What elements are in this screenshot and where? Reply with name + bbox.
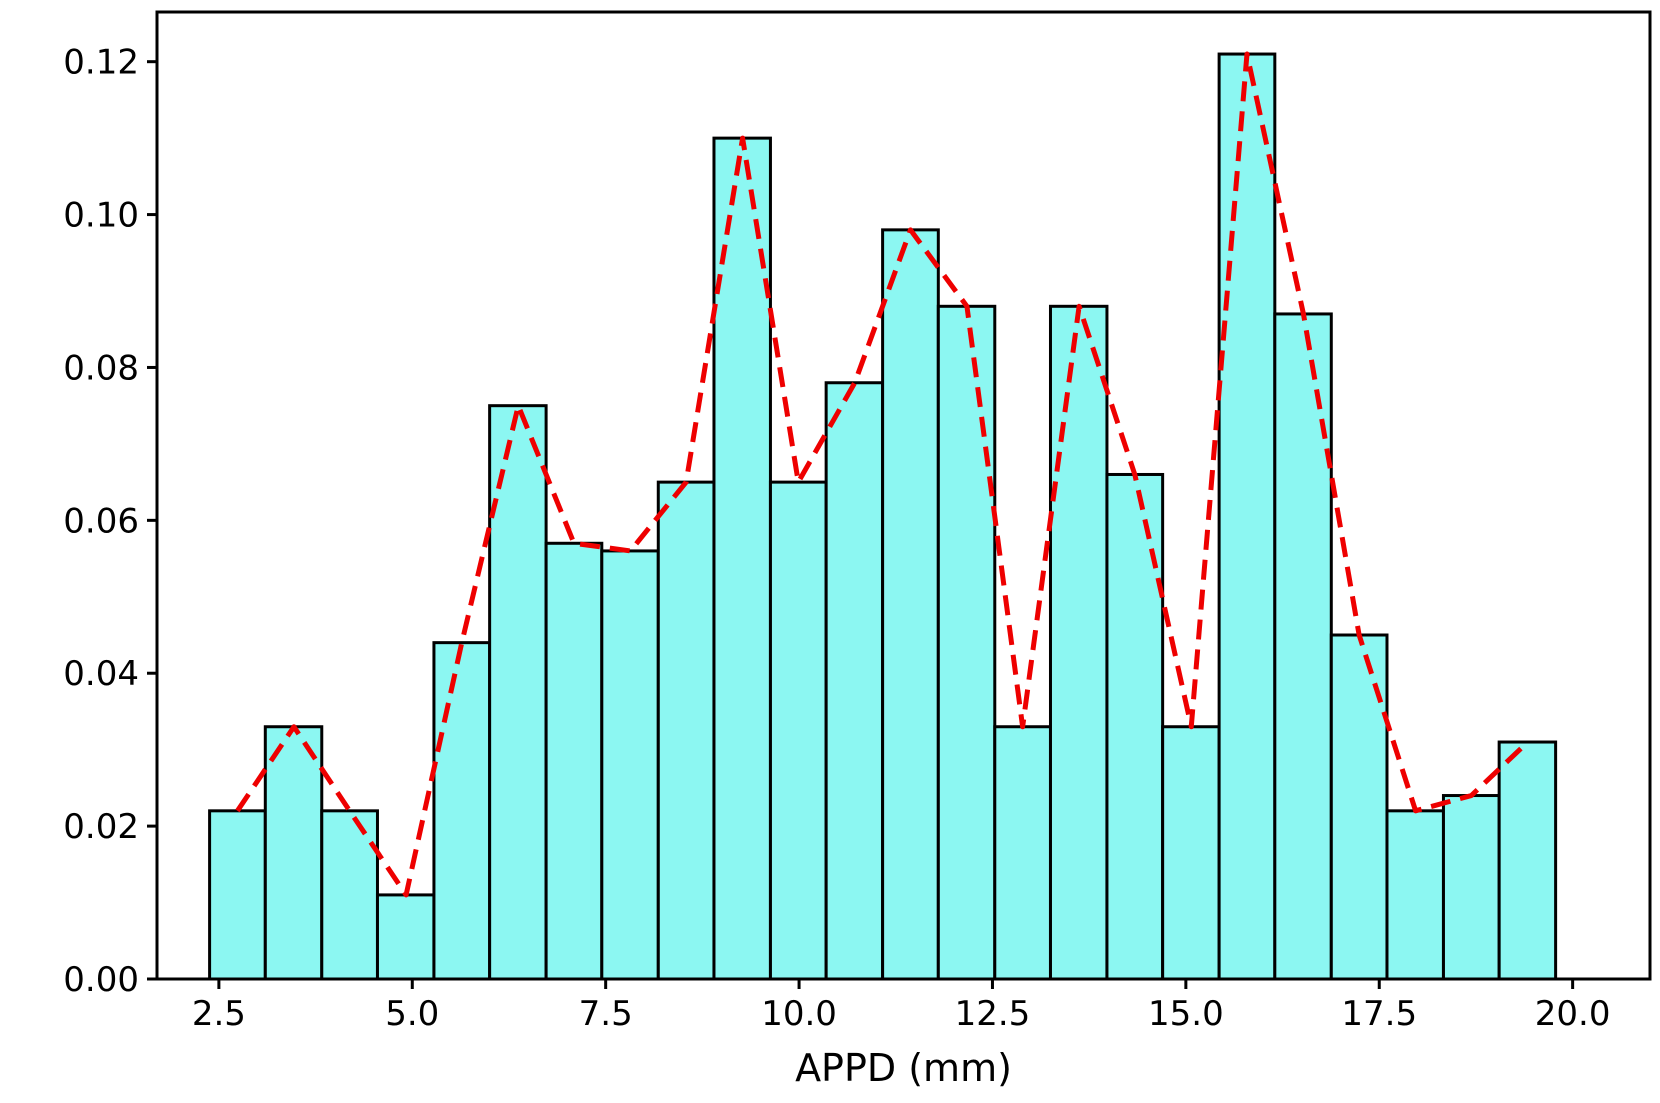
x-tick-label: 20.0 [1535,994,1611,1034]
histogram-bar [1273,312,1333,981]
y-tick-label: 0.10 [63,196,139,236]
y-tick-label: 0.04 [63,654,139,694]
x-tick-label: 17.5 [1341,994,1417,1034]
x-tick-label: 12.5 [955,994,1031,1034]
histogram-bar [544,541,604,981]
histogram-bar [881,228,940,981]
histogram-bar [488,404,548,981]
x-axis-label: APPD (mm) [795,1046,1012,1090]
histogram-bar [1441,794,1501,981]
y-tick-label: 0.00 [63,960,139,1000]
y-tick-label: 0.12 [63,43,139,83]
histogram-bar [768,480,828,981]
histogram-bar [712,136,772,981]
histogram-bar [432,641,492,981]
histogram-bar [263,725,324,981]
histogram-bar [824,381,885,981]
x-tick-label: 7.5 [579,994,633,1034]
histogram-bar [375,893,436,981]
histogram-bar [1161,725,1221,981]
histogram-bar [936,304,997,981]
histogram-bar [1329,633,1389,981]
bars-layer [208,52,1558,981]
density-line [235,51,1530,898]
histogram-bar [208,809,267,981]
plot-frame [155,10,1652,981]
histogram-bar [1497,740,1558,981]
x-tick-label: 15.0 [1148,994,1224,1034]
histogram-bar [320,809,379,981]
x-tick-label: 2.5 [192,994,246,1034]
axes-layer: 2.5 5.0 7.5 10.0 12.5 15.0 17.5 20.0 0.00 0.02 0.0… [63,10,1652,1034]
density-line-layer [235,51,1530,898]
y-tick-label: 0.08 [63,348,139,388]
histogram-bar [656,480,716,981]
histogram-bar [993,725,1052,981]
histogram-bar [600,549,660,981]
histogram-bar [1385,809,1445,981]
x-tick-label: 5.0 [385,994,439,1034]
y-tick-label: 0.06 [63,501,139,541]
histogram-bar [1217,52,1277,981]
histogram-bar [1048,304,1109,981]
y-tick-label: 0.02 [63,807,139,847]
x-tick-label: 10.0 [761,994,837,1034]
